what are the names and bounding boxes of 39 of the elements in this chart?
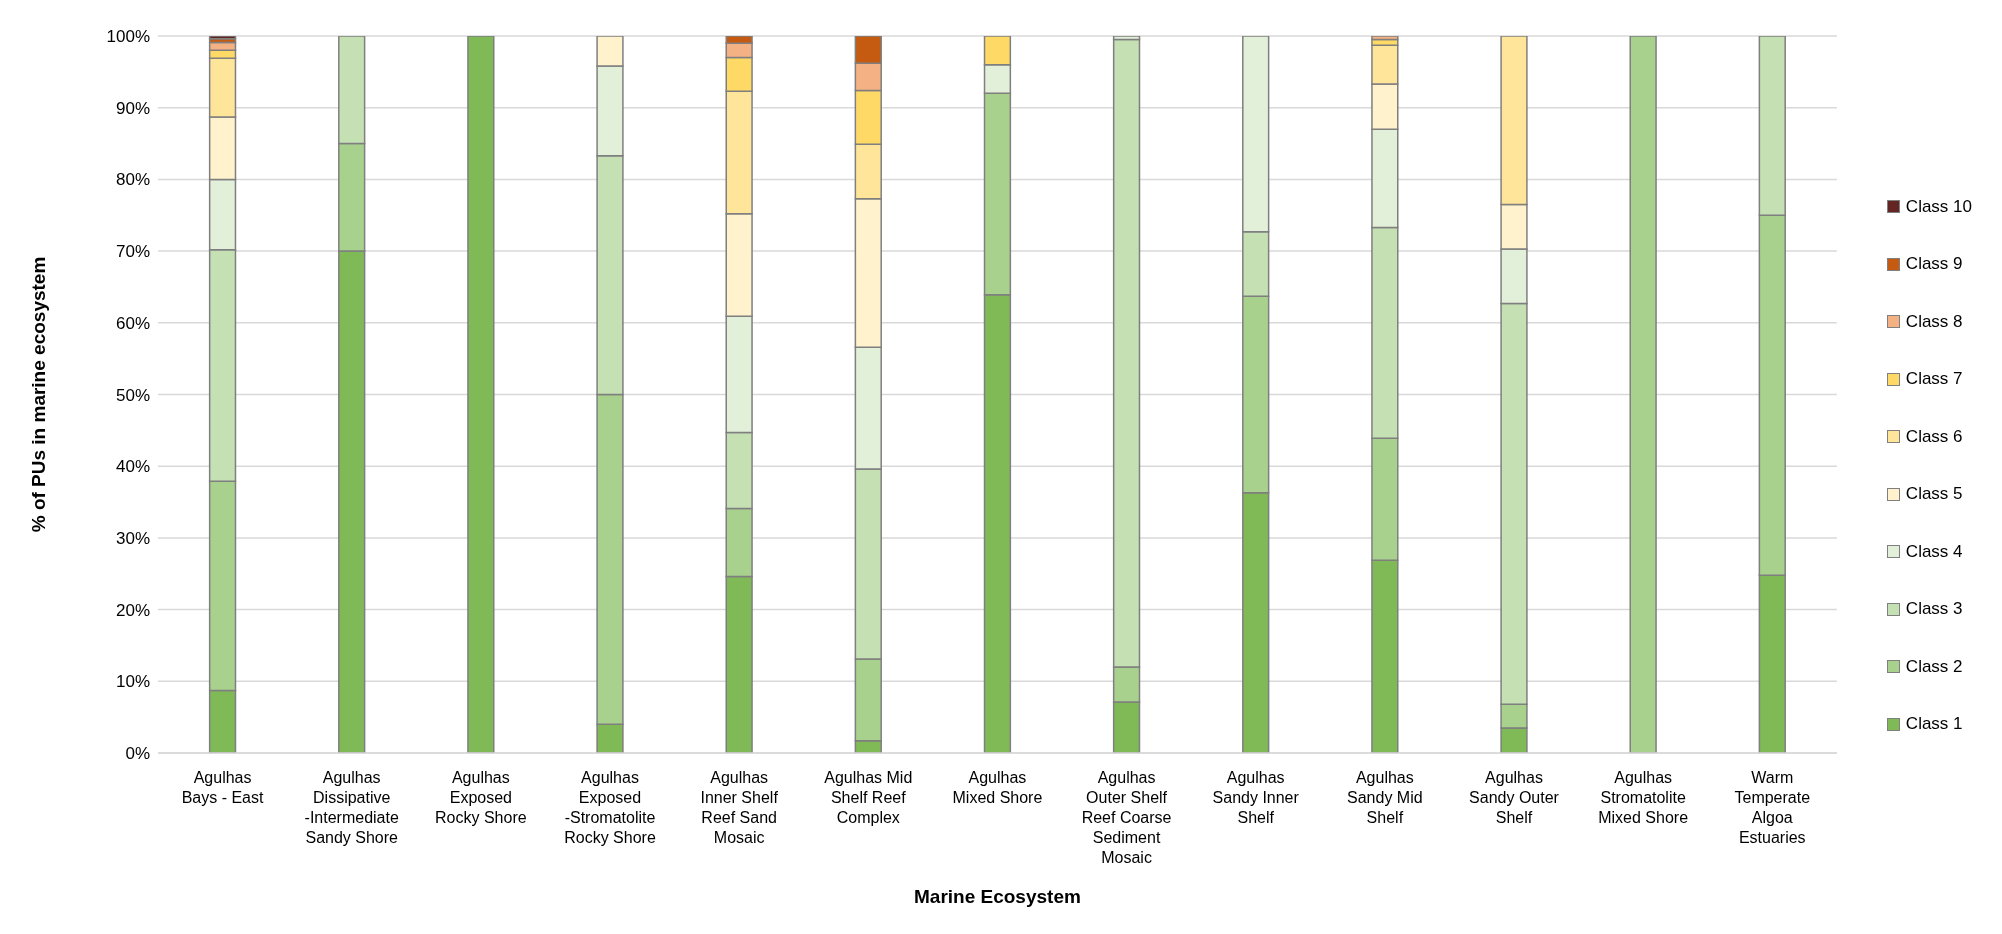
x-tick-label: Agulhas Inner Shelf Reef Sand Mosaic xyxy=(700,769,779,846)
y-tick-label: 100% xyxy=(106,27,150,47)
y-tick-label: 90% xyxy=(115,98,150,118)
legend-label: Class 6 xyxy=(1905,426,1963,447)
x-tick-label: Agulhas Bays - East xyxy=(181,769,265,806)
x-tick-label: Warm Temperate Algoa Estuaries xyxy=(1734,769,1811,846)
legend-label: Class 1 xyxy=(1905,714,1963,735)
legend-label: Class 3 xyxy=(1905,599,1963,620)
y-axis-title: % of PUs in marine ecosystem xyxy=(27,256,49,533)
x-tick-label: Agulhas Outer Shelf Reef Coarse Sediment Mosaic xyxy=(1081,769,1172,866)
x-tick-label: Agulhas Sandy Mid Shelf xyxy=(1347,769,1423,826)
y-tick-label: 40% xyxy=(115,457,150,477)
x-tick-label: Agulhas Dissipative -Intermediate Sandy Shore xyxy=(304,769,399,846)
y-tick-label: 10% xyxy=(115,672,150,692)
legend-label: Class 5 xyxy=(1905,484,1963,505)
bar xyxy=(208,36,237,40)
x-axis-title: Marine Ecosystem xyxy=(914,886,1081,907)
x-tick-label: Agulhas Sandy Outer Shelf xyxy=(1469,769,1560,826)
x-tick-label: Agulhas Sandy Inner Shelf xyxy=(1212,769,1300,826)
y-tick-label: 50% xyxy=(115,385,150,405)
x-tick-label: Agulhas Exposed Rocky Shore xyxy=(435,769,527,826)
y-tick-label: 30% xyxy=(115,528,150,548)
legend-label: Class 8 xyxy=(1905,311,1963,332)
y-tick-label: 70% xyxy=(115,242,150,262)
y-tick-label: 60% xyxy=(115,313,150,333)
x-tick-label: Agulhas Mid Shelf Reef Complex xyxy=(824,769,913,826)
x-tick-label: Agulhas Stromatolite Mixed Shore xyxy=(1598,769,1689,826)
legend-label: Class 4 xyxy=(1905,541,1963,562)
legend-label: Class 10 xyxy=(1905,196,1972,217)
bar xyxy=(1629,36,1657,753)
y-tick-label: 20% xyxy=(115,600,150,620)
legend-label: Class 7 xyxy=(1905,369,1963,390)
x-tick-label: Agulhas Exposed -Stromatolite Rocky Shore xyxy=(564,769,656,846)
bar xyxy=(467,36,495,753)
y-tick-label: 0% xyxy=(125,744,150,764)
legend-label: Class 9 xyxy=(1905,254,1963,275)
x-tick-label: Agulhas Mixed Shore xyxy=(952,769,1043,806)
legend-label: Class 2 xyxy=(1905,656,1963,677)
y-tick-label: 80% xyxy=(115,170,150,190)
